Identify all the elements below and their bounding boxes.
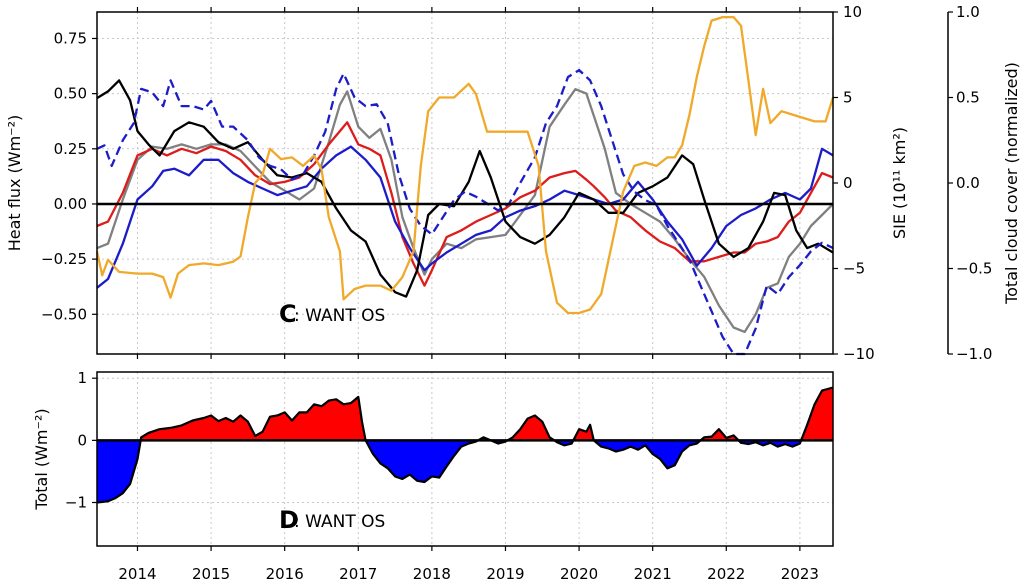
- cloud-tick-label-3: −0.5: [956, 260, 992, 278]
- cloud-tick-label-1: 0.5: [956, 89, 980, 107]
- axis-ticks: 2014 2015 2016 2017 2018 2019 2020 2021 2022 2023…: [41, 3, 992, 583]
- total-negative-area: [97, 440, 833, 503]
- blue-flux-line: [96, 145, 834, 289]
- bottom-panel-grid: [97, 372, 833, 546]
- x-tick-label-2023: 2023: [781, 565, 819, 583]
- cloud-tick-label-4: −1.0: [956, 345, 992, 363]
- panel-d-letter: D: [279, 506, 299, 534]
- total-tick-label-0: 1: [77, 369, 87, 387]
- x-tick-label-2022: 2022: [707, 565, 745, 583]
- grey-flux-line: [96, 88, 834, 334]
- sie-tick-label-4: −10: [843, 345, 875, 363]
- panel-d-annotation: : WANT OS: [294, 512, 385, 532]
- total-line: [96, 386, 834, 504]
- x-tick-label-2017: 2017: [339, 565, 377, 583]
- sie-tick-label-3: −5: [843, 260, 865, 278]
- cloud-cover-line: [95, 15, 835, 315]
- total-tick-label-1: 0: [77, 431, 87, 449]
- heat-flux-axis-label: Heat flux (Wm⁻²): [5, 115, 24, 252]
- sie-tick-label-2: 0: [843, 174, 853, 192]
- cloud-tick-label-0: 1.0: [956, 3, 980, 21]
- heat-flux-tick-label-2: 0.25: [54, 140, 87, 158]
- x-tick-label-2018: 2018: [413, 565, 451, 583]
- top-panel-grid: [97, 12, 833, 354]
- sie-tick-label-1: 5: [843, 89, 853, 107]
- top-panel-frame: [96, 11, 834, 355]
- sie-axis-label: SIE (10¹¹ km²): [890, 127, 909, 239]
- sie-tick-label-0: 10: [843, 3, 862, 21]
- x-tick-label-2014: 2014: [118, 565, 156, 583]
- total-outline: [96, 386, 834, 504]
- x-tick-label-2019: 2019: [486, 565, 524, 583]
- cloud-tick-label-2: 0.0: [956, 174, 980, 192]
- heat-flux-tick-label-5: −0.50: [41, 305, 87, 323]
- x-tick-label-2021: 2021: [634, 565, 672, 583]
- x-tick-label-2015: 2015: [192, 565, 230, 583]
- panel-c-letter: C: [279, 300, 297, 328]
- total-axis-label: Total (Wm⁻²): [32, 408, 51, 510]
- total-area-fills: [97, 387, 833, 503]
- x-tick-label-2020: 2020: [560, 565, 598, 583]
- heat-flux-tick-label-3: 0.00: [54, 195, 87, 213]
- bottom-panel-frame: [96, 371, 834, 547]
- red-flux-line: [96, 121, 834, 287]
- x-tick-label-2016: 2016: [266, 565, 304, 583]
- heat-flux-tick-label-1: 0.50: [54, 85, 87, 103]
- total-tick-label-2: −1: [65, 494, 87, 512]
- heat-flux-tick-label-0: 0.75: [54, 29, 87, 47]
- total-positive-area: [97, 387, 833, 441]
- cloud-axis-label: Total cloud cover (normalized): [1002, 62, 1021, 305]
- top-panel-series: [95, 15, 835, 356]
- heat-flux-tick-label-4: −0.25: [41, 250, 87, 268]
- panel-c-annotation: : WANT OS: [294, 306, 385, 326]
- axis-labels: Heat flux (Wm⁻²) SIE (10¹¹ km²) Total clou…: [5, 62, 1021, 511]
